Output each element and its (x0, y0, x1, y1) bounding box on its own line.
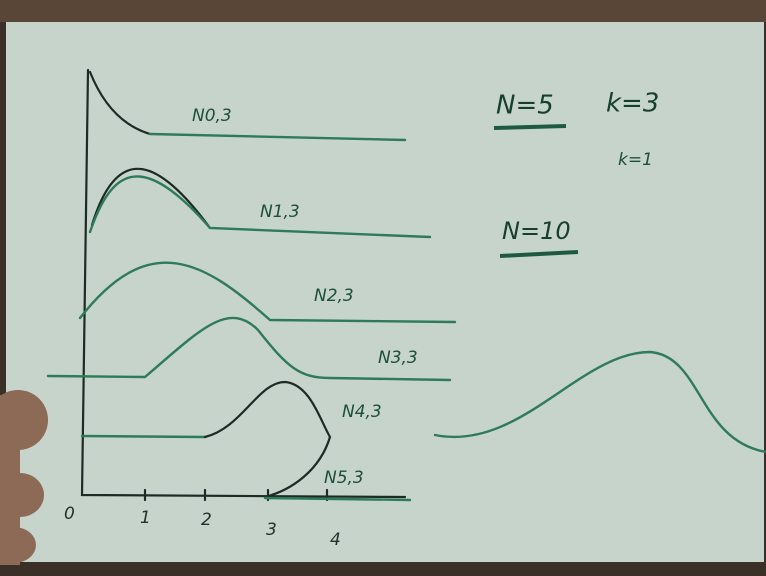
curve-label: N2,3 (314, 286, 354, 306)
note: k=3 (606, 89, 659, 119)
note: N=10 (502, 217, 571, 245)
axis-label: 3 (266, 520, 277, 540)
curve-label: N5,3 (324, 468, 364, 488)
axis-label: 4 (330, 530, 341, 550)
axis-label: 0 (64, 504, 75, 524)
curve-label: N3,3 (378, 348, 418, 368)
curve-label: N4,3 (342, 402, 382, 422)
top-edge (0, 0, 766, 22)
note: k=1 (618, 150, 653, 170)
curve-label: N1,3 (260, 202, 300, 222)
note: N=5 (496, 91, 554, 121)
axis-label: 2 (201, 510, 212, 530)
underline (494, 126, 566, 128)
axis-label: 1 (140, 508, 151, 528)
curve-label: N0,3 (192, 106, 232, 126)
photo: N0,3 N1,3 N2,3 N3,3 N4,3 N5,3 N=5 k=3 k=… (0, 0, 766, 576)
